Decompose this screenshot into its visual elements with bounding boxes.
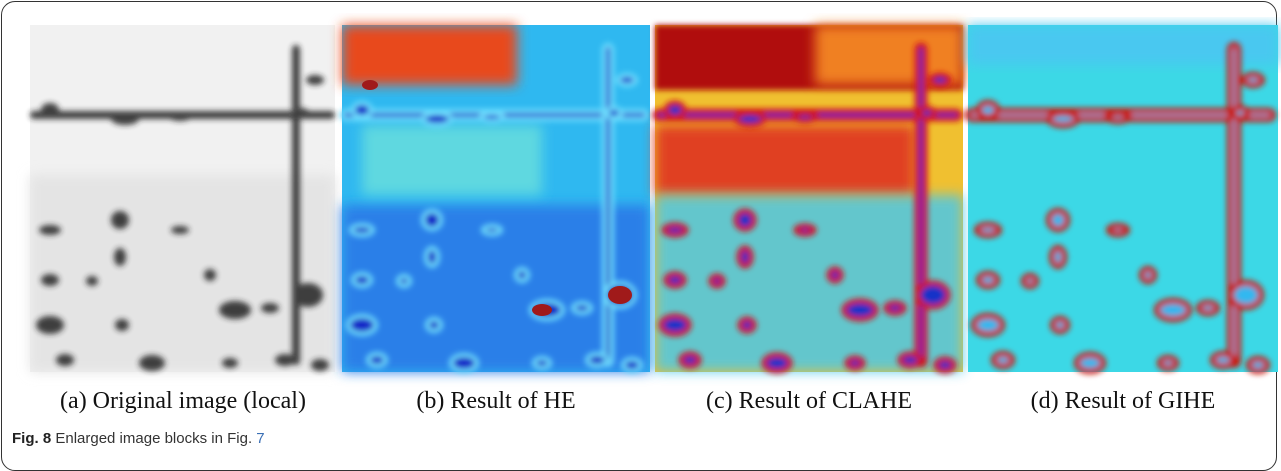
- figure-caption-text: Enlarged image blocks in Fig.: [55, 430, 252, 447]
- figure: (a) Original image (local) (b) Result of…: [0, 0, 1281, 455]
- panel-caption: (a) Original image (local): [60, 388, 306, 414]
- panel-original: [30, 25, 335, 372]
- figure-label: Fig. 8: [12, 430, 51, 447]
- panel-caption: (b) Result of HE: [416, 388, 575, 414]
- panel-clahe: [655, 25, 963, 372]
- panel-caption: (d) Result of GIHE: [1031, 388, 1216, 414]
- panel-he: [342, 25, 650, 372]
- figure-caption: Fig. 8 Enlarged image blocks in Fig. 7: [12, 430, 265, 447]
- figure-reference[interactable]: 7: [256, 430, 264, 447]
- panel-caption: (c) Result of CLAHE: [706, 388, 912, 414]
- panel-gihe: [968, 25, 1278, 372]
- page: {"panels": [ {"caption": "(a) Original i…: [0, 0, 1281, 455]
